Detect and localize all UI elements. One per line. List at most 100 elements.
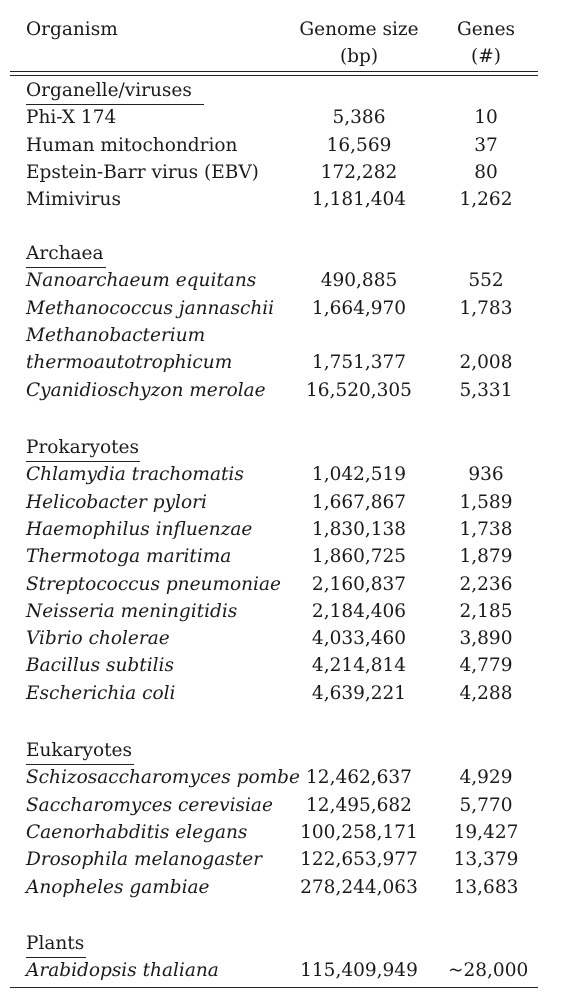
- genes-value: 3,890: [459, 628, 513, 650]
- table-row: Epstein-Barr virus (EBV) 172,282 80: [0, 159, 572, 186]
- table-row: Escherichia coli 4,639,221 4,288: [0, 680, 572, 707]
- organism-name: Anopheles gambiae: [26, 876, 210, 898]
- genome-size-value: 16,569: [326, 134, 392, 156]
- table-row: Thermotoga maritima 1,860,725 1,879: [0, 543, 572, 570]
- table-row: Mimivirus 1,181,404 1,262: [0, 186, 572, 213]
- organism-name: Chlamydia trachomatis: [26, 464, 244, 486]
- section-heading: Eukaryotes: [26, 737, 134, 765]
- genes-value: 5,331: [459, 379, 513, 401]
- organism-name: Caenorhabditis elegans: [26, 821, 248, 843]
- genome-size-value: 1,042,519: [311, 464, 407, 486]
- genome-size-value: 2,184,406: [311, 600, 407, 622]
- header-genes-label: Genes: [456, 19, 516, 40]
- genes-value: 2,185: [459, 600, 513, 622]
- genes-value: 10: [474, 107, 498, 129]
- section-heading: Organelle/viruses: [26, 77, 204, 105]
- section-heading: Prokaryotes: [26, 434, 140, 462]
- organism-name: Vibrio cholerae: [26, 628, 170, 650]
- organism-name: Bacillus subtilis: [26, 655, 174, 677]
- table-row: Helicobacter pylori 1,667,867 1,589: [0, 489, 572, 516]
- header-organism: Organism: [26, 19, 118, 40]
- organism-name: Thermotoga maritima: [26, 546, 232, 568]
- genome-size-value: 1,830,138: [311, 518, 407, 540]
- organism-name: thermoautotrophicum: [26, 352, 233, 374]
- header-genome-size-unit: (bp): [339, 46, 379, 67]
- genes-value: 13,683: [453, 876, 519, 898]
- genome-size-value: 12,462,637: [306, 767, 412, 789]
- table-row: Cyanidioschyzon merolae 16,520,305 5,331: [0, 377, 572, 404]
- genes-value: 1,738: [459, 518, 513, 540]
- organism-name: Schizosaccharomyces pombe: [26, 767, 300, 789]
- organism-name: Mimivirus: [26, 189, 121, 211]
- genome-size-value: 1,664,970: [311, 297, 407, 319]
- genes-value: 1,879: [459, 546, 513, 568]
- genome-size-value: 278,244,063: [300, 876, 418, 898]
- table-row: Phi-X 174 5,386 10: [0, 104, 572, 131]
- table-row: Schizosaccharomyces pombe 12,462,637 4,929: [0, 764, 572, 791]
- organism-name: Cyanidioschyzon merolae: [26, 379, 266, 401]
- table-row: Drosophila melanogaster 122,653,977 13,379: [0, 846, 572, 873]
- genome-size-value: 100,258,171: [300, 821, 418, 843]
- organism-name: Phi-X 174: [26, 107, 117, 129]
- genome-size-value: 1,667,867: [311, 491, 407, 513]
- genes-value: 1,783: [459, 297, 513, 319]
- organism-name: Nanoarchaeum equitans: [26, 270, 257, 292]
- genome-size-value: 4,639,221: [311, 682, 407, 704]
- header-genome-size-label: Genome size: [299, 19, 419, 40]
- header-genes: Genes (#): [448, 16, 524, 70]
- genome-size-value: 122,653,977: [300, 849, 418, 871]
- genes-value: 19,427: [453, 821, 519, 843]
- genome-size-value: 4,214,814: [311, 655, 407, 677]
- section-title: Prokaryotes: [26, 437, 139, 458]
- organism-name: Human mitochondrion: [26, 134, 238, 156]
- header-rule-top: [10, 71, 538, 72]
- genes-value: 13,379: [453, 849, 519, 871]
- section-underline: [26, 461, 140, 462]
- genome-size-value: 1,181,404: [311, 189, 407, 211]
- section-title: Organelle/viruses: [26, 80, 192, 101]
- genes-value: 4,929: [459, 767, 513, 789]
- genes-value: 37: [474, 134, 498, 156]
- table-row: Saccharomyces cerevisiae 12,495,682 5,770: [0, 792, 572, 819]
- section-underline: [26, 764, 134, 765]
- table-row: Bacillus subtilis 4,214,814 4,779: [0, 652, 572, 679]
- table-row: Neisseria meningitidis 2,184,406 2,185: [0, 598, 572, 625]
- genes-value: 1,589: [459, 491, 513, 513]
- section-heading: Plants: [26, 930, 86, 958]
- genome-size-value: 4,033,460: [311, 628, 407, 650]
- table-row: Methanobacterium: [0, 322, 572, 349]
- table-row: Anopheles gambiae 278,244,063 13,683: [0, 874, 572, 901]
- organism-name: Epstein-Barr virus (EBV): [26, 161, 259, 183]
- header-genes-unit: (#): [471, 46, 501, 67]
- header-rule-bottom: [10, 75, 538, 76]
- organism-name: Neisseria meningitidis: [26, 600, 238, 622]
- section-title: Archaea: [26, 243, 104, 264]
- genome-size-value: 5,386: [332, 107, 386, 129]
- genome-size-value: 115,409,949: [300, 960, 418, 982]
- genes-value: 936: [468, 464, 504, 486]
- genome-size-value: 16,520,305: [306, 379, 412, 401]
- table-row: Arabidopsis thaliana 115,409,949 ~28,000: [0, 957, 572, 984]
- table-row: Nanoarchaeum equitans 490,885 552: [0, 267, 572, 294]
- genes-value: 1,262: [459, 189, 513, 211]
- organism-name: Arabidopsis thaliana: [26, 960, 219, 982]
- organism-name: Saccharomyces cerevisiae: [26, 794, 273, 816]
- genome-size-value: 490,885: [320, 270, 398, 292]
- organism-name: Helicobacter pylori: [26, 491, 207, 513]
- genes-value: 4,779: [459, 655, 513, 677]
- header-genome-size: Genome size (bp): [288, 16, 430, 70]
- genome-size-value: 12,495,682: [306, 794, 412, 816]
- table-row: Haemophilus influenzae 1,830,138 1,738: [0, 516, 572, 543]
- organism-name: Escherichia coli: [26, 682, 176, 704]
- genome-size-value: 2,160,837: [311, 573, 407, 595]
- table-header: Organism Genome size (bp) Genes (#): [0, 16, 572, 76]
- genome-size-value: 172,282: [320, 161, 398, 183]
- table-row: Streptococcus pneumoniae 2,160,837 2,236: [0, 571, 572, 598]
- table-row: thermoautotrophicum 1,751,377 2,008: [0, 349, 572, 376]
- section-underline: [26, 267, 106, 268]
- organism-name: Methanobacterium: [26, 324, 206, 346]
- table-row: Human mitochondrion 16,569 37: [0, 132, 572, 159]
- genes-value: 4,288: [459, 682, 513, 704]
- genome-size-value: 1,860,725: [311, 546, 407, 568]
